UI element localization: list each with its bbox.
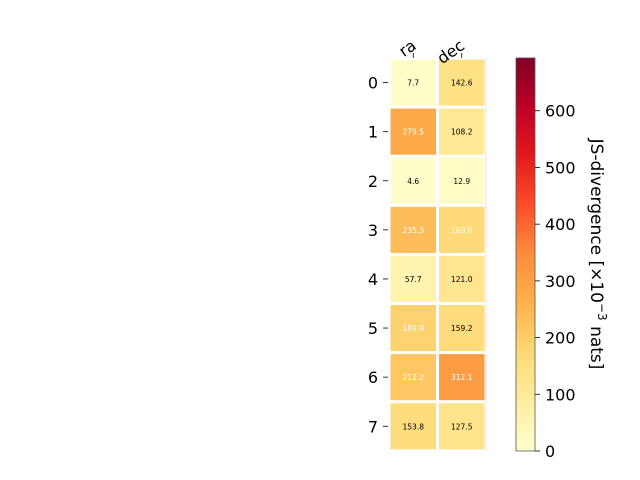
heatmap-cell <box>390 305 436 352</box>
cell-value-label: 142.6 <box>451 79 473 88</box>
heatmap-cell <box>439 108 485 155</box>
row-tick-label: 7 <box>368 417 378 436</box>
row-axis: 0 1 2 3 4 5 6 7 <box>368 74 388 436</box>
cell-value-label: 235.3 <box>403 226 425 235</box>
colorbar-tick-label: 600 <box>545 102 576 121</box>
row-tick-label: 6 <box>368 368 378 387</box>
heatmap-cell <box>390 59 436 106</box>
heatmap-cell <box>390 255 436 302</box>
heatmap-cell <box>439 157 485 204</box>
cell-value-label: 108.2 <box>451 128 473 137</box>
colorbar-tick-label: 200 <box>545 329 576 348</box>
heatmap-cell <box>439 305 485 352</box>
heatmap-cell <box>390 206 436 253</box>
row-tick-label: 3 <box>368 221 378 240</box>
cell-value-label: 12.9 <box>453 177 470 186</box>
colorbar-ticks: 0 100 200 300 400 500 600 <box>535 102 576 461</box>
row-tick-label: 4 <box>368 270 378 289</box>
heatmap-cells <box>390 59 485 450</box>
cell-value-label: 127.5 <box>451 422 473 431</box>
colorbar-tick-label: 0 <box>545 442 555 461</box>
cell-value-label: 212.2 <box>403 373 425 382</box>
cell-value-label: 7.7 <box>407 79 419 88</box>
colorbar-label: JS-divergence [×10−3 nats] <box>586 138 609 370</box>
cell-value-label: 57.7 <box>405 275 422 284</box>
column-tick-label: ra <box>395 36 419 61</box>
colorbar-tick-label: 300 <box>545 272 576 291</box>
heatmap-cell <box>439 354 485 401</box>
row-tick-label: 0 <box>368 74 378 93</box>
cell-value-label: 121.0 <box>451 275 473 284</box>
colorbar: 0 100 200 300 400 500 600 JS-divergence [×10−3… <box>515 57 609 461</box>
row-tick-label: 1 <box>368 123 378 142</box>
colorbar-gradient <box>515 57 536 452</box>
colorbar-tick-label: 400 <box>545 215 576 234</box>
cell-value-label: 279.5 <box>403 128 425 137</box>
heatmap-cell-labels: 7.7 142.6 279.5 108.2 4.6 12.9 235.3 169.0 57.7 1… <box>403 79 473 432</box>
colorbar-tick-label: 100 <box>545 385 576 404</box>
cell-value-label: 4.6 <box>407 177 419 186</box>
heatmap-cell <box>390 108 436 155</box>
colorbar-tick-label: 500 <box>545 158 576 177</box>
heatmap-cell <box>439 403 485 450</box>
cell-value-label: 153.8 <box>403 422 425 431</box>
row-tick-label: 5 <box>368 319 378 338</box>
heatmap-cell <box>390 354 436 401</box>
heatmap-cell <box>390 403 436 450</box>
cell-value-label: 169.0 <box>451 226 473 235</box>
cell-value-label: 312.1 <box>451 373 473 382</box>
row-tick-label: 2 <box>368 172 378 191</box>
cell-value-label: 159.2 <box>451 324 473 333</box>
heatmap-cell <box>439 206 485 253</box>
heatmap-cell <box>439 255 485 302</box>
heatmap-cell <box>439 59 485 106</box>
heatmap-cell <box>390 157 436 204</box>
cell-value-label: 189.9 <box>403 324 425 333</box>
